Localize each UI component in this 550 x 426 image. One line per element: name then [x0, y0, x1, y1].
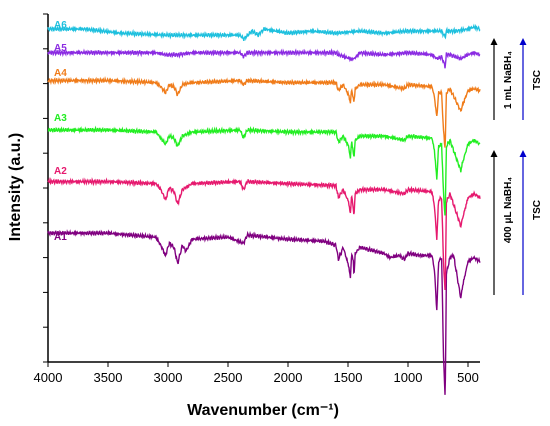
- annotation-arrows: 1 mL NaBH₄ TSC 400 μL NaBH₄ TSC: [490, 38, 543, 295]
- series-label-a3: A3: [54, 113, 67, 124]
- series-label-a2: A2: [54, 166, 67, 177]
- series-label-a6: A6: [54, 20, 67, 31]
- x-tick-label: 4000: [34, 370, 63, 385]
- arrow-top-blue-head: [519, 38, 527, 45]
- series-a5-line: [47, 48, 481, 69]
- x-tick-label: 1500: [334, 370, 363, 385]
- spectra-traces: [47, 23, 481, 395]
- y-axis-title: Intensity (a.u.): [7, 133, 24, 241]
- x-tick-label: 1000: [394, 370, 423, 385]
- series-a4-line: [47, 76, 481, 148]
- x-tick-label: 2500: [214, 370, 243, 385]
- x-axis-title: Wavenumber (cm⁻¹): [187, 402, 339, 419]
- x-tick-label: 2000: [274, 370, 303, 385]
- arrow-bottom-blue-head: [519, 150, 527, 157]
- series-label-a4: A4: [54, 68, 67, 79]
- annotation-bottom-label: 400 μL NaBH₄: [503, 177, 514, 244]
- x-tick-label: 3000: [154, 370, 183, 385]
- series-a6-line: [47, 23, 481, 42]
- series-a3-line: [47, 125, 481, 216]
- series-a2-line: [47, 177, 481, 291]
- x-tick-label: 500: [457, 370, 479, 385]
- axes: 4000 3500 3000 2500 2000 1500 1000 500: [34, 13, 480, 385]
- series-a1-line: [47, 229, 481, 395]
- series-labels: A1 A2 A3 A4 A5 A6: [54, 20, 67, 243]
- annotation-bottom-label2: TSC: [532, 200, 543, 220]
- annotation-top-label2: TSC: [532, 70, 543, 90]
- arrow-top-black-head: [490, 38, 498, 45]
- x-tick-label: 3500: [94, 370, 123, 385]
- arrow-bottom-black-head: [490, 150, 498, 157]
- annotation-top-label: 1 mL NaBH₄: [503, 51, 514, 109]
- series-label-a5: A5: [54, 43, 67, 54]
- series-label-a1: A1: [54, 232, 67, 243]
